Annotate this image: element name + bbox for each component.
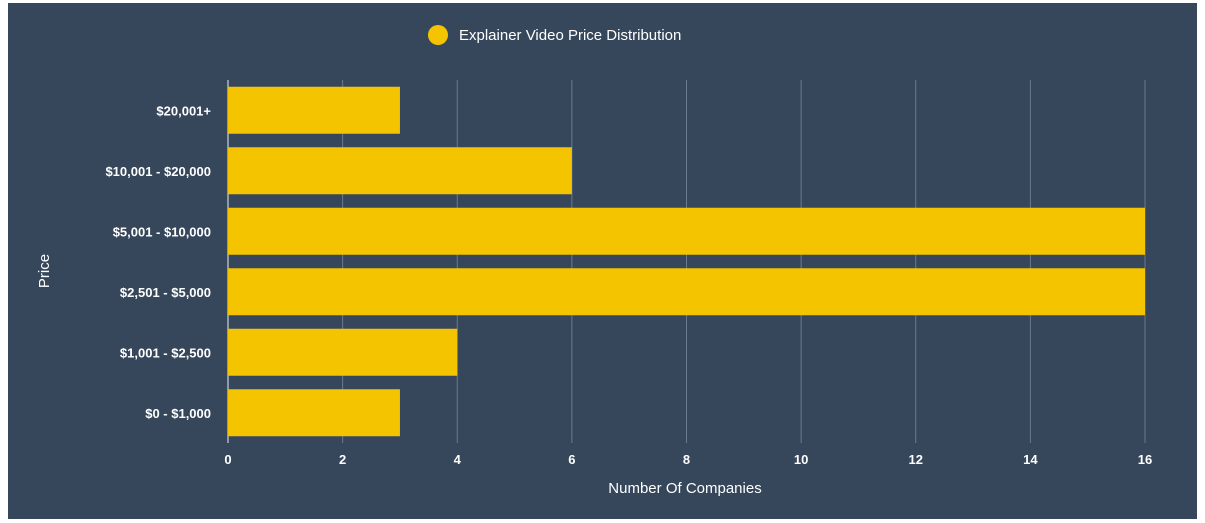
x-tick-label: 4	[454, 452, 462, 467]
y-tick-label: $0 - $1,000	[145, 406, 211, 421]
x-tick-label: 12	[909, 452, 923, 467]
x-tick-label: 10	[794, 452, 808, 467]
y-tick-label: $1,001 - $2,500	[120, 345, 211, 360]
y-axis-title: Price	[36, 254, 53, 288]
x-axis-tick-labels: 0 2 4 6 8 10 12 14 16	[224, 452, 1152, 467]
x-tick-label: 14	[1023, 452, 1038, 467]
bar[interactable]	[228, 147, 572, 195]
x-tick-label: 0	[224, 452, 231, 467]
y-tick-label: $20,001+	[156, 103, 211, 118]
bar[interactable]	[228, 268, 1145, 316]
legend[interactable]: Explainer Video Price Distribution	[428, 25, 681, 45]
chart-panel: Explainer Video Price Distribution $0 - …	[8, 3, 1197, 519]
bar[interactable]	[228, 86, 400, 134]
bar-chart: Explainer Video Price Distribution $0 - …	[36, 25, 1152, 497]
legend-swatch	[428, 25, 448, 45]
x-tick-label: 6	[568, 452, 575, 467]
x-axis-title: Number Of Companies	[608, 480, 761, 497]
y-tick-label: $10,001 - $20,000	[105, 164, 211, 179]
y-tick-label: $5,001 - $10,000	[113, 224, 211, 239]
bar[interactable]	[228, 389, 400, 437]
y-tick-label: $2,501 - $5,000	[120, 285, 211, 300]
bar[interactable]	[228, 328, 458, 376]
x-tick-label: 8	[683, 452, 690, 467]
legend-label: Explainer Video Price Distribution	[459, 27, 681, 44]
y-axis-tick-labels: $0 - $1,000 $1,001 - $2,500 $2,501 - $5,00…	[105, 103, 211, 421]
bars	[228, 86, 1145, 437]
x-tick-label: 16	[1138, 452, 1152, 467]
bar[interactable]	[228, 207, 1145, 255]
x-tick-label: 2	[339, 452, 346, 467]
gridlines	[227, 80, 1146, 443]
